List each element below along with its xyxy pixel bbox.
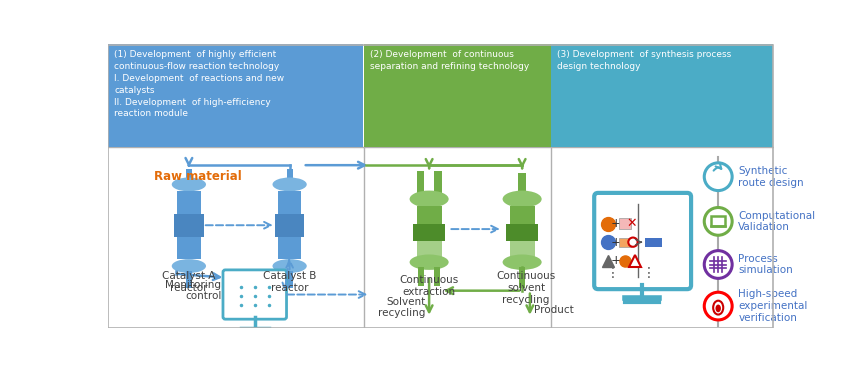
Bar (417, 241, 441, 258)
Text: ⋮: ⋮ (605, 266, 620, 280)
Bar (433, 171, 441, 201)
Bar (418, 267, 425, 286)
Bar (278, 237, 301, 259)
Bar (186, 169, 192, 186)
Text: Catalyst A
reactor: Catalyst A reactor (163, 272, 216, 293)
Text: Catalyst B
reactor: Catalyst B reactor (263, 272, 316, 293)
Ellipse shape (409, 255, 449, 270)
Text: Continuous
solvent
recycling: Continuous solvent recycling (496, 272, 556, 305)
Circle shape (704, 292, 732, 320)
Bar (550, 44, 773, 146)
Text: Solvent
recycling: Solvent recycling (378, 297, 425, 318)
Bar (286, 169, 292, 186)
Ellipse shape (502, 190, 542, 207)
Ellipse shape (714, 302, 723, 314)
Circle shape (704, 207, 732, 235)
Bar (108, 44, 363, 146)
Text: (2) Development  of continuous
separation and refining technology: (2) Development of continuous separation… (371, 51, 530, 71)
Ellipse shape (409, 190, 449, 207)
Bar (510, 206, 535, 224)
Ellipse shape (273, 259, 307, 273)
Bar (619, 238, 631, 247)
Text: +: + (611, 217, 621, 230)
Text: ⋮: ⋮ (642, 266, 655, 280)
Text: Computational
Validation: Computational Validation (739, 211, 815, 232)
Bar (519, 267, 525, 288)
Bar (364, 44, 550, 146)
Bar (506, 224, 538, 241)
Text: +: + (611, 236, 621, 249)
Circle shape (704, 163, 732, 190)
Bar (417, 171, 425, 201)
Bar (711, 216, 725, 226)
Bar (519, 173, 526, 200)
Bar (275, 214, 304, 237)
Bar (433, 267, 440, 286)
Text: Continuous
extraction: Continuous extraction (400, 275, 458, 297)
Bar (413, 224, 445, 241)
Text: +: + (611, 254, 621, 267)
FancyBboxPatch shape (223, 270, 286, 319)
Ellipse shape (716, 304, 721, 312)
Ellipse shape (172, 259, 206, 273)
Bar (417, 206, 441, 224)
Bar (186, 270, 192, 287)
Text: Synthetic
route design: Synthetic route design (739, 166, 804, 187)
Bar (177, 192, 200, 214)
Circle shape (704, 251, 732, 278)
Bar (645, 238, 662, 247)
FancyBboxPatch shape (594, 193, 691, 289)
Bar (177, 237, 200, 259)
Bar (619, 218, 631, 229)
Text: Monitoring
control: Monitoring control (165, 280, 221, 301)
Bar (174, 214, 204, 237)
Ellipse shape (502, 255, 542, 270)
Bar (510, 241, 535, 258)
Text: ✕: ✕ (626, 217, 636, 230)
Text: (1) Development  of highly efficient
continuous-flow reaction technology
I. Deve: (1) Development of highly efficient cont… (114, 51, 285, 118)
Text: Raw material: Raw material (154, 170, 242, 183)
Ellipse shape (172, 177, 206, 192)
Circle shape (629, 238, 637, 247)
Text: Process
simulation: Process simulation (739, 254, 793, 275)
Bar (278, 192, 301, 214)
Text: Product: Product (534, 305, 574, 315)
Ellipse shape (713, 301, 723, 314)
Ellipse shape (273, 177, 307, 192)
Text: High-speed
experimental
verification: High-speed experimental verification (739, 289, 808, 323)
Text: (3) Development  of synthesis process
design technology: (3) Development of synthesis process des… (557, 51, 731, 71)
Bar (286, 270, 292, 287)
